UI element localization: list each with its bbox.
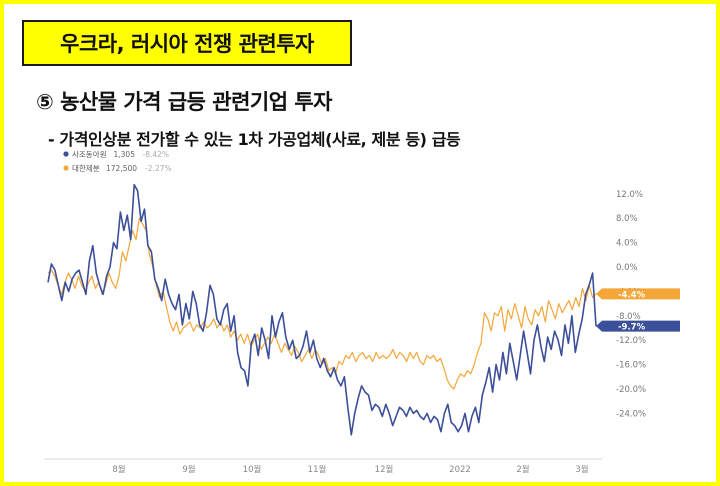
legend-value-2: 172,500	[106, 164, 137, 173]
x-tick-label: 2월	[516, 464, 529, 475]
x-tick-label: 2022	[449, 465, 471, 475]
y-tick-label: 0.0%	[616, 263, 638, 273]
legend-marker-2	[63, 165, 69, 171]
end-value-flag-2	[596, 288, 680, 300]
y-tick-label: -24.0%	[616, 409, 646, 419]
legend-change-2: -2.27%	[145, 164, 172, 173]
legend-name-1: 사조동아원	[72, 149, 107, 159]
slide-title: 우크라, 러시아 전쟁 관련투자	[22, 20, 352, 66]
y-tick-label: 4.0%	[616, 239, 638, 249]
x-tick-label: 8월	[112, 464, 125, 475]
y-tick-label: -8.0%	[616, 312, 641, 322]
x-tick-label: 10월	[243, 464, 262, 475]
end-value-flag-1	[596, 320, 680, 332]
end-value-label-1: -9.7%	[618, 323, 646, 333]
legend-marker-1	[63, 151, 69, 157]
x-tick-label: 12월	[375, 464, 394, 475]
end-value-label-2: -4.4%	[618, 290, 646, 300]
y-tick-label: -16.0%	[616, 361, 646, 371]
x-tick-label: 9월	[182, 464, 195, 475]
x-tick-label: 3월	[575, 464, 588, 475]
chart-subtitle: - 가격인상분 전가할 수 있는 1차 가공업체(사료, 제분 등) 급등	[48, 130, 461, 149]
x-tick-label: 11월	[308, 464, 327, 475]
legend-change-1: -8.42%	[143, 150, 170, 159]
legend-value-1: 1,305	[114, 150, 136, 159]
section-heading: ⑤ 농산물 가격 급등 관련기업 투자	[36, 90, 333, 114]
y-tick-label: -12.0%	[616, 336, 646, 346]
series-line-1	[47, 183, 597, 436]
y-tick-label: -20.0%	[616, 385, 646, 395]
y-tick-label: 8.0%	[616, 214, 638, 224]
stock-line-chart: 사조동아원 1,305 -8.42% 대한제분 172,500 -2.27% 12.0% 8.…	[44, 149, 680, 475]
y-tick-label: 12.0%	[616, 190, 643, 200]
legend-name-2: 대한제분	[72, 164, 100, 173]
